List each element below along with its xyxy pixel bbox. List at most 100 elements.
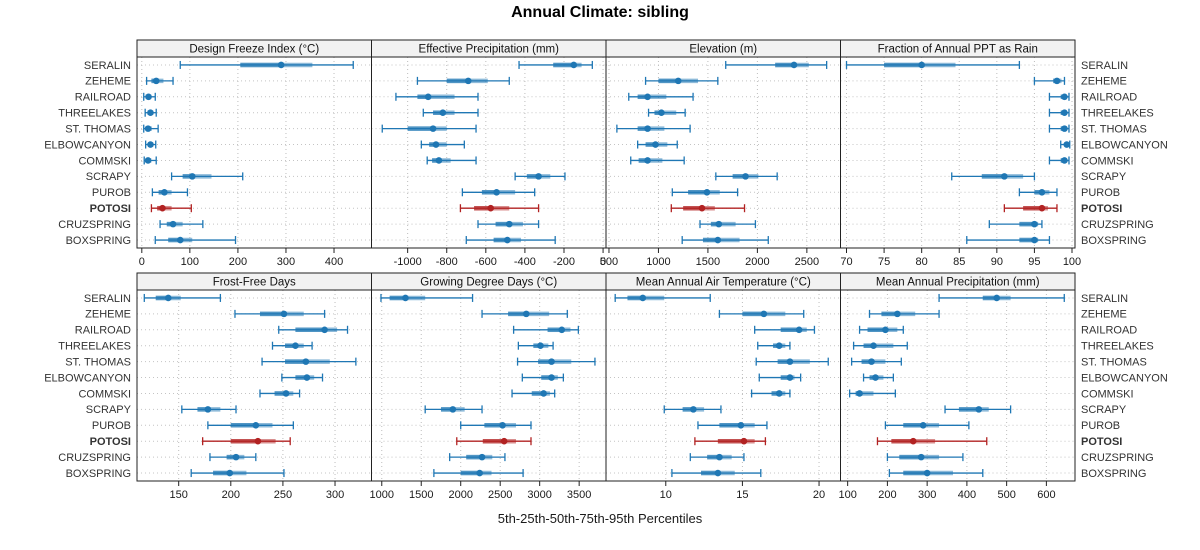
interval-row-boxspring (671, 469, 762, 478)
interval-row-boxspring (465, 236, 556, 245)
chart-title: Annual Climate: sibling (511, 4, 689, 21)
median-dot (652, 141, 659, 148)
interval-row-potosi (456, 437, 532, 446)
median-dot (775, 390, 783, 397)
x-tick-label: 500 (997, 489, 1015, 501)
interval-row-cruzspring (209, 453, 257, 462)
x-tick-label: 200 (878, 489, 896, 501)
x-tick-label: 300 (277, 256, 295, 268)
median-dot (280, 310, 288, 318)
panel-7: Mean Annual Precipitation (mm) 100 200 300 4… (838, 272, 1076, 501)
panel-plot-area (840, 57, 1075, 248)
panel-5: Growing Degree Days (°C) 1000 1500 2000 2500… (370, 272, 607, 501)
interval-row-seralin (725, 60, 828, 69)
median-dot (432, 141, 440, 148)
median-dot (169, 220, 177, 228)
median-dot (1061, 125, 1068, 132)
x-tick-label: 2500 (795, 256, 819, 268)
median-dot (537, 342, 544, 350)
station-label-left-0: SCRAPY (86, 171, 132, 183)
station-label-left-1: ST. THOMAS (65, 356, 131, 368)
interval-row-commski (143, 156, 157, 165)
x-tick-label: 3500 (567, 489, 591, 501)
median-dot (500, 437, 508, 445)
x-tick-label: 500 (600, 256, 618, 268)
median-dot (698, 204, 706, 212)
station-label-right-1: BOXSPRING (1081, 468, 1146, 480)
station-label-left-1: ELBOWCANYON (44, 372, 131, 384)
station-label-left-0: THREELAKES (58, 108, 131, 120)
median-dot (476, 469, 483, 477)
median-dot (548, 374, 555, 381)
x-tick-label: 3000 (527, 489, 551, 501)
interval-row-purob (1018, 188, 1058, 197)
interval-row-zeheme (234, 309, 326, 318)
interval-row-potosi (670, 204, 746, 213)
interval-row-potosi (459, 204, 540, 213)
station-label-right-1: THREELAKES (1081, 341, 1154, 353)
interval-row-st-thomas (616, 124, 691, 133)
median-dot (540, 390, 547, 397)
x-tick-label: 70 (840, 256, 852, 268)
x-tick-label: 2000 (448, 489, 472, 501)
median-dot (147, 109, 154, 117)
x-tick-label: -1000 (394, 256, 422, 268)
interval-row-potosi (1003, 204, 1058, 213)
panel-3: Fraction of Annual PPT as Rain 70 75 80 85 90… (840, 39, 1081, 268)
interval-row-threelakes (271, 341, 313, 350)
median-dot (505, 220, 513, 228)
median-dot (277, 61, 285, 69)
x-tick-label: 250 (274, 489, 292, 501)
interval-row-purob (884, 421, 970, 430)
median-dot (786, 358, 794, 365)
interval-row-elbowcanyon (420, 140, 465, 149)
interval-row-scrapy (944, 405, 1012, 414)
interval-row-scrapy (715, 172, 778, 181)
median-dot (282, 390, 290, 397)
median-dot (152, 77, 160, 85)
panel-6: Mean Annual Air Temperature (°C) 10 15 20 (605, 272, 841, 501)
x-tick-label: -400 (514, 256, 536, 268)
interval-row-scrapy (663, 405, 722, 414)
station-label-right-0: POTOSI (1081, 203, 1122, 215)
median-dot (226, 469, 234, 477)
interval-row-railroad (754, 325, 816, 334)
interval-row-potosi (202, 437, 291, 446)
median-dot (292, 342, 299, 350)
median-dot (504, 236, 511, 244)
interval-row-zeheme (718, 309, 805, 318)
median-dot (775, 342, 783, 350)
x-tick-label: 0 (139, 256, 145, 268)
interval-row-st-thomas (261, 357, 357, 366)
median-dot (493, 188, 500, 196)
median-dot (435, 157, 443, 164)
median-dot (321, 326, 328, 334)
median-dot (716, 453, 723, 461)
x-tick-label: 300 (918, 489, 936, 501)
interval-row-st-thomas (850, 357, 902, 366)
median-dot (870, 342, 877, 350)
station-label-right-0: RAILROAD (1081, 92, 1137, 104)
interval-row-st-thomas (1048, 124, 1070, 133)
station-label-left-0: RAILROAD (75, 92, 131, 104)
median-dot (760, 310, 768, 318)
median-dot (145, 93, 152, 101)
interval-row-commski (848, 389, 896, 398)
station-label-left-0: CRUZSPRING (58, 219, 131, 231)
station-label-left-0: ST. THOMAS (65, 123, 131, 135)
median-dot (164, 294, 172, 302)
median-dot (1031, 236, 1038, 244)
median-dot (742, 173, 749, 180)
median-dot (303, 374, 311, 381)
station-label-left-1: BOXSPRING (66, 468, 131, 480)
station-label-right-1: ZEHEME (1081, 309, 1127, 321)
interval-row-zeheme (1033, 76, 1066, 85)
median-dot (644, 157, 651, 164)
interval-row-seralin (938, 293, 1065, 302)
median-dot (639, 294, 647, 302)
median-dot (478, 453, 486, 461)
x-tick-label: 0 (600, 256, 606, 268)
interval-row-cruzspring (988, 220, 1043, 229)
